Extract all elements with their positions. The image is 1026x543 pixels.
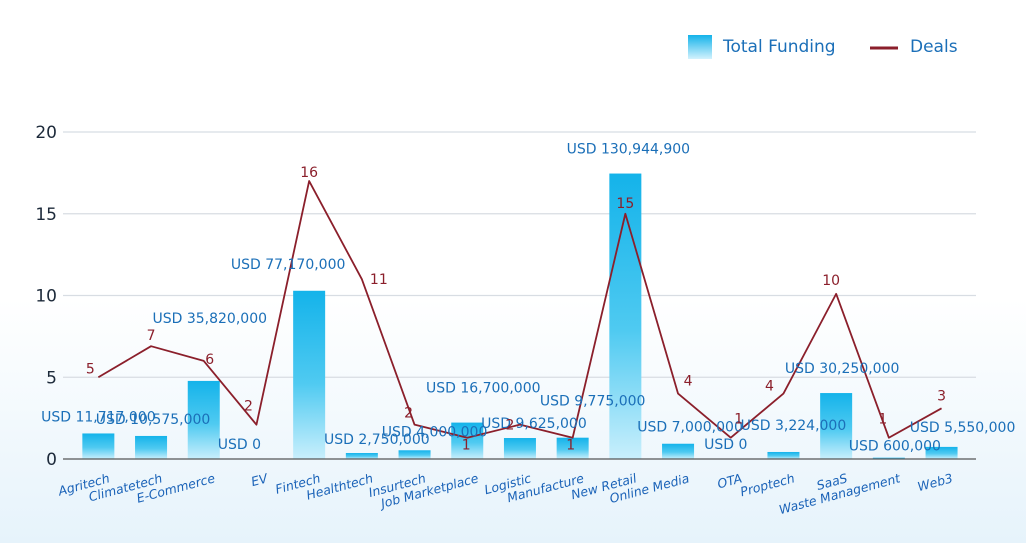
line-data-label: 4 xyxy=(765,379,774,395)
line-data-label: 1 xyxy=(566,438,575,454)
bar xyxy=(135,435,168,459)
grid-lines xyxy=(63,131,976,378)
x-category-label: Web3 xyxy=(916,470,955,494)
deals-line xyxy=(97,180,942,439)
bar-data-label: USD 130,944,900 xyxy=(567,142,690,158)
bar-data-label: USD 7,000,000 xyxy=(637,420,743,436)
bar-data-label: USD 0 xyxy=(218,437,261,453)
legend-label-total-funding: Total Funding xyxy=(722,37,836,57)
line-data-label: 2 xyxy=(505,418,514,434)
line-data-label: 1 xyxy=(878,412,887,428)
line-data-labels: 5 7 6 2 16 11 2 1 2 1 15 4 1 4 10 1 3 xyxy=(86,165,946,454)
bar-data-label: USD 10,575,000 xyxy=(96,412,211,428)
line-data-label: 1 xyxy=(734,412,743,428)
bar-data-label: USD 11,717,000 xyxy=(41,409,156,425)
bar-data-label: USD 2,750,000 xyxy=(324,432,430,448)
legend-swatch-total-funding xyxy=(688,35,712,59)
bar-data-label: USD 9,625,000 xyxy=(481,416,587,432)
line-data-label: 7 xyxy=(147,328,156,344)
line-data-label: 4 xyxy=(684,374,693,390)
line-data-label: 1 xyxy=(462,438,471,454)
y-axis-ticks: 0 5 10 15 20 xyxy=(35,123,57,470)
bar-data-label: USD 5,550,000 xyxy=(910,420,1016,436)
line-data-label: 10 xyxy=(822,273,840,289)
bar-data-label: USD 9,775,000 xyxy=(540,394,646,410)
bar xyxy=(503,438,536,459)
line-data-label: 11 xyxy=(370,272,388,288)
y-tick-label: 15 xyxy=(35,205,57,225)
y-tick-label: 5 xyxy=(46,368,57,388)
line-data-label: 2 xyxy=(404,406,413,422)
x-category-label: Proptech xyxy=(739,470,797,499)
y-tick-label: 20 xyxy=(35,123,57,143)
bar-data-label: USD 3,224,000 xyxy=(741,418,847,434)
bar xyxy=(293,290,326,459)
y-tick-label: 0 xyxy=(46,450,57,470)
bar xyxy=(767,451,800,459)
bar xyxy=(872,457,905,459)
line-data-label: 15 xyxy=(616,196,634,212)
bar xyxy=(662,443,695,459)
line-data-label: 16 xyxy=(300,165,318,181)
bar xyxy=(345,453,378,459)
bar-data-label: USD 77,170,000 xyxy=(231,257,346,273)
bar-series xyxy=(82,173,958,460)
line-data-label: 6 xyxy=(205,352,214,368)
bar xyxy=(820,393,853,459)
bar-data-label: USD 600,000 xyxy=(849,439,941,455)
line-data-label: 5 xyxy=(86,361,95,377)
bar xyxy=(609,173,642,460)
bar xyxy=(925,446,958,459)
line-data-label: 2 xyxy=(244,399,253,415)
y-tick-label: 10 xyxy=(35,287,57,307)
x-category-label: EV xyxy=(249,470,270,489)
line-data-label: 3 xyxy=(937,388,946,404)
bar-data-label: USD 30,250,000 xyxy=(785,361,900,377)
bar xyxy=(398,450,431,459)
legend: Total Funding Deals xyxy=(688,35,958,59)
bar xyxy=(187,380,220,459)
x-category-label: OTA xyxy=(716,470,744,491)
bar-data-label: USD 16,700,000 xyxy=(426,381,541,397)
line-series xyxy=(97,180,942,439)
bar xyxy=(451,422,484,459)
bar xyxy=(556,437,589,459)
bar xyxy=(82,433,115,459)
bar-data-label: USD 0 xyxy=(704,437,747,453)
bar-data-label: USD 35,820,000 xyxy=(152,311,267,327)
legend-label-deals: Deals xyxy=(910,37,958,57)
bar-data-label: USD 4,000,000 xyxy=(382,424,488,440)
